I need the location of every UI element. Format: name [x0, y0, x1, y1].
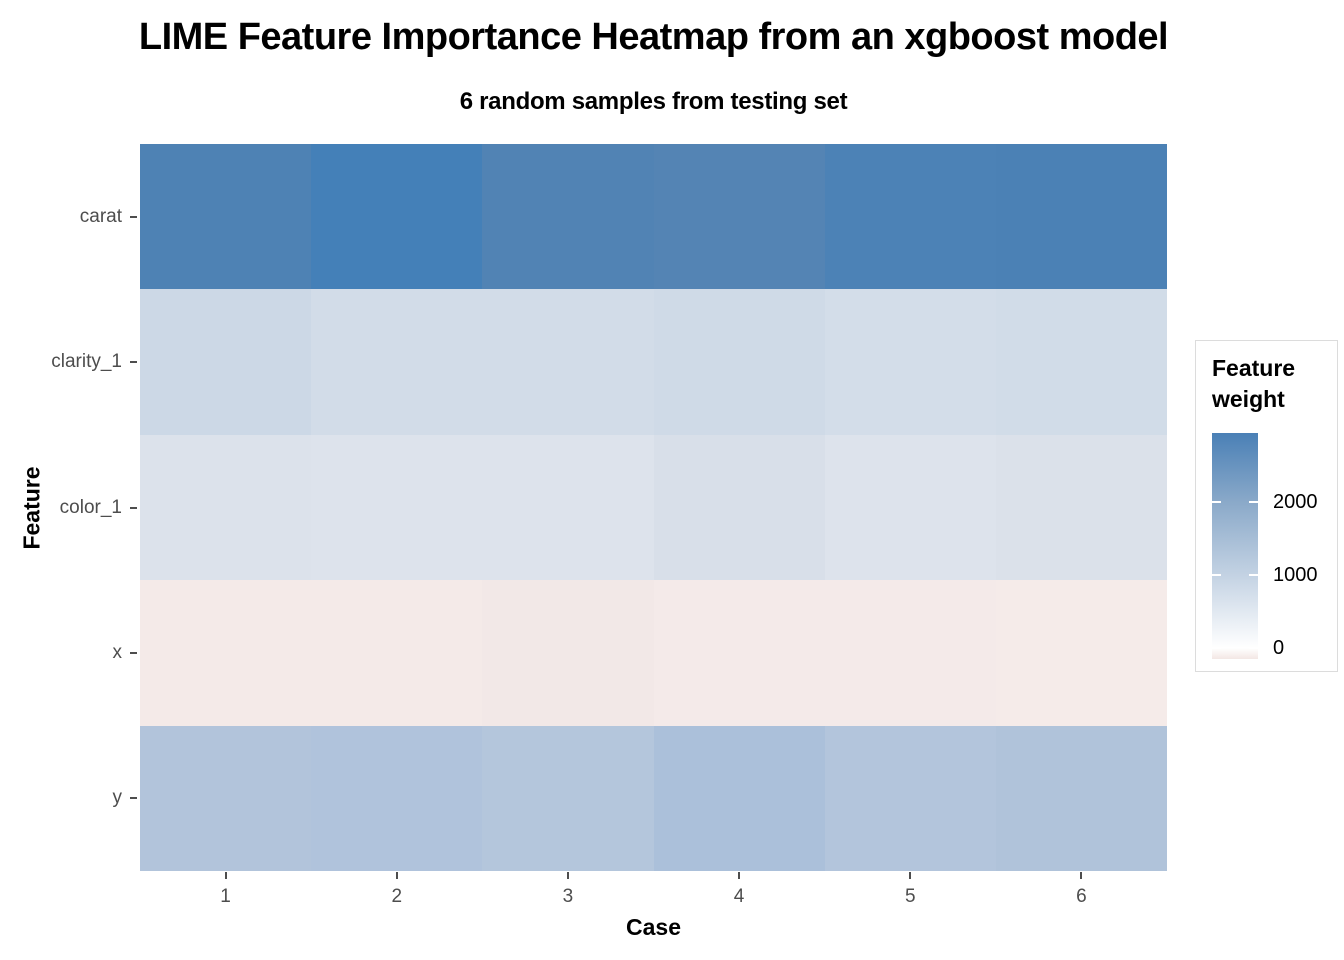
heatmap-cell-carat-case6 [995, 144, 1167, 290]
heatmap-cell-carat-case2 [311, 144, 483, 290]
legend-tick-label-2000: 2000 [1273, 490, 1318, 513]
x-tick-label-3: 3 [562, 886, 574, 907]
legend-title-line2: weight [1212, 386, 1285, 412]
x-tick-mark [566, 872, 569, 879]
legend-tick-dash [1212, 500, 1221, 503]
legend-title-line1: Feature [1212, 355, 1296, 381]
chart-title: LIME Feature Importance Heatmap from an … [138, 16, 1169, 58]
heatmap-cell-y-case3 [482, 725, 654, 871]
heatmap-cell-clarity_1-case4 [653, 289, 825, 435]
heatmap-cell-carat-case3 [482, 144, 654, 290]
heatmap-cell-x-case6 [995, 580, 1167, 726]
heatmap-cell-y-case2 [311, 725, 483, 871]
x-tick-mark [909, 872, 912, 879]
legend-tick-dash [1249, 500, 1258, 503]
y-tick-label-clarity_1: clarity_1 [51, 351, 122, 373]
heatmap-cell-x-case3 [482, 580, 654, 726]
heatmap-cell-clarity_1-case3 [482, 289, 654, 435]
heatmap-cell-clarity_1-case2 [311, 289, 483, 435]
heatmap-cell-carat-case5 [824, 144, 996, 290]
legend-tick-dash [1212, 646, 1221, 649]
y-tick-label-carat: carat [79, 205, 122, 227]
x-tick-label-1: 1 [220, 886, 231, 907]
y-tick-label-y: y [112, 787, 123, 809]
legend-tick-label-1000: 1000 [1273, 563, 1318, 586]
heatmap-cell-color_1-case6 [995, 434, 1167, 581]
heatmap-cell-y-case1 [140, 725, 312, 871]
y-tick-mark [130, 651, 137, 654]
heatmap-cell-x-case1 [140, 580, 312, 726]
x-tick-label-4: 4 [733, 886, 745, 907]
heatmap-cell-x-case5 [824, 580, 996, 726]
chart-subtitle: 6 random samples from testing set [459, 88, 848, 115]
heatmap-plot-area [140, 144, 1167, 871]
y-tick-mark [130, 215, 137, 218]
x-tick-mark [224, 872, 227, 879]
heatmap-cell-color_1-case2 [311, 434, 483, 581]
y-tick-mark [130, 797, 137, 800]
x-tick-mark [738, 872, 741, 879]
x-tick-mark [1080, 872, 1083, 879]
x-tick-label-6: 6 [1076, 886, 1087, 907]
y-tick-mark [130, 361, 137, 364]
legend-tick-dash [1249, 573, 1258, 576]
heatmap-cell-x-case2 [311, 580, 483, 726]
heatmap-cell-y-case5 [824, 725, 996, 871]
legend-tick-label-0: 0 [1273, 636, 1285, 659]
legend: Feature weight 2000 1000 0 [1195, 340, 1338, 672]
heatmap-cell-color_1-case4 [653, 434, 825, 581]
heatmap-cell-color_1-case5 [824, 434, 996, 581]
heatmap-cell-color_1-case3 [482, 434, 654, 581]
x-axis-title: Case [626, 914, 681, 940]
x-tick-label-2: 2 [391, 886, 403, 907]
y-tick-label-color_1: color_1 [59, 496, 122, 518]
y-tick-label-x: x [112, 641, 123, 663]
x-tick-label-5: 5 [904, 886, 916, 907]
legend-tick-dash [1212, 573, 1221, 576]
heatmap-cell-clarity_1-case6 [995, 289, 1167, 435]
heatmap-cell-clarity_1-case1 [140, 289, 312, 435]
heatmap-cell-carat-case1 [140, 144, 312, 290]
legend-title: Feature weight [1212, 353, 1295, 415]
heatmap-cell-color_1-case1 [140, 434, 312, 581]
legend-tick-dash [1249, 646, 1258, 649]
heatmap-cell-clarity_1-case5 [824, 289, 996, 435]
y-tick-mark [130, 506, 137, 509]
heatmap-cell-carat-case4 [653, 144, 825, 290]
x-tick-mark [395, 872, 398, 879]
heatmap-cell-y-case6 [995, 725, 1167, 871]
heatmap-cell-x-case4 [653, 580, 825, 726]
heatmap-cell-y-case4 [653, 725, 825, 871]
legend-gradient-bar [1212, 433, 1258, 659]
